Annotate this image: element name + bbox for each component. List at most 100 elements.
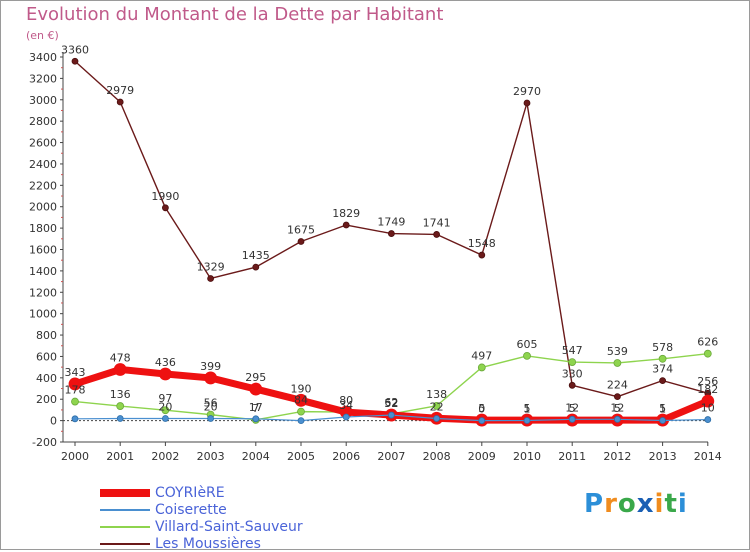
logo-letter: x: [636, 489, 655, 519]
data-point-villard-saint-sauveur: [477, 363, 486, 372]
data-point-les-moussieres: [568, 381, 576, 389]
y-tick-label: 1000: [29, 308, 57, 321]
data-label-coyriere: 399: [200, 360, 221, 373]
data-point-coyriere: [158, 367, 172, 381]
data-point-coiserette: [71, 415, 79, 423]
y-tick-label: 1800: [29, 222, 57, 235]
data-label-les-moussieres: 1548: [468, 237, 496, 250]
data-point-coyriere: [294, 393, 308, 407]
data-label-coyriere: 343: [65, 366, 86, 379]
data-label-coyriere: 5: [659, 402, 666, 415]
data-point-les-moussieres: [207, 275, 215, 282]
data-label-les-moussieres: 1990: [151, 190, 179, 203]
data-label-les-moussieres: 330: [562, 367, 583, 380]
data-label-les-moussieres: 3360: [61, 43, 89, 56]
y-tick-label: 3400: [29, 51, 57, 64]
data-label-villard-saint-sauveur: 497: [471, 349, 492, 362]
data-label-les-moussieres: 1675: [287, 223, 315, 236]
logo-letter: t: [664, 489, 678, 519]
data-label-coiserette: 52: [384, 397, 398, 410]
data-point-les-moussieres: [71, 57, 79, 65]
data-label-coyriere: 5: [524, 402, 531, 415]
x-tick-label: 2005: [287, 450, 315, 463]
legend-item-villard-saint-sauveur: Villard-Saint-Sauveur: [100, 518, 303, 535]
data-point-villard-saint-sauveur: [568, 358, 577, 367]
y-tick-label: 2800: [29, 115, 57, 128]
data-point-villard-saint-sauveur: [116, 402, 125, 410]
logo-letter: P: [584, 489, 605, 519]
data-label-les-moussieres: 1329: [197, 260, 225, 273]
logo-letter: i: [677, 489, 688, 519]
logo-letter: i: [654, 489, 665, 519]
data-point-coiserette: [704, 416, 712, 423]
chart-title: Evolution du Montant de la Dette par Hab…: [26, 4, 444, 25]
data-point-les-moussieres: [252, 263, 260, 271]
data-point-coiserette: [116, 415, 124, 422]
data-label-villard-saint-sauveur: 578: [652, 341, 673, 354]
data-point-villard-saint-sauveur: [703, 349, 712, 358]
data-label-coiserette: 12: [565, 401, 579, 414]
x-tick-label: 2000: [61, 450, 89, 463]
data-label-villard-saint-sauveur: 136: [110, 388, 131, 401]
legend-item-les-moussieres: Les Moussières: [100, 535, 303, 552]
data-label-villard-saint-sauveur: 84: [294, 394, 308, 407]
data-label-villard-saint-sauveur: 97: [158, 392, 172, 405]
data-point-villard-saint-sauveur: [71, 397, 79, 406]
y-tick-label: 600: [36, 350, 57, 363]
data-label-villard-saint-sauveur: 626: [697, 336, 718, 349]
data-label-coyriere: 5: [478, 402, 485, 415]
proxiti-logo: Proxiti: [584, 489, 688, 519]
data-point-coiserette: [478, 417, 486, 425]
y-tick-label: 3000: [29, 94, 57, 107]
x-tick-label: 2006: [332, 450, 360, 463]
y-tick-label: 800: [36, 329, 57, 342]
data-point-les-moussieres: [116, 98, 124, 106]
series-layer: [68, 57, 715, 427]
data-label-coyriere: 52: [384, 397, 398, 410]
x-tick-label: 2004: [242, 450, 270, 463]
data-point-les-moussieres: [342, 221, 350, 229]
logo-letter: r: [604, 489, 618, 519]
data-label-coyriere: 5: [569, 402, 576, 415]
data-point-coiserette: [161, 415, 169, 422]
y-tick-label: 400: [36, 372, 57, 385]
data-point-les-moussieres: [523, 99, 531, 107]
y-tick-label: 2000: [29, 201, 57, 214]
data-label-coiserette: 0: [478, 403, 485, 416]
data-label-les-moussieres: 224: [607, 379, 628, 392]
data-point-coyriere: [249, 382, 263, 396]
data-label-les-moussieres: 256: [697, 375, 718, 388]
data-point-coiserette: [523, 417, 531, 424]
data-label-coyriere: 80: [339, 394, 353, 407]
data-label-coiserette: 20: [158, 400, 172, 413]
data-point-villard-saint-sauveur: [523, 352, 531, 360]
data-label-coyriere: 182: [697, 383, 718, 396]
data-point-coiserette: [387, 411, 395, 419]
legend-label-villard-saint-sauveur: Villard-Saint-Sauveur: [155, 518, 303, 535]
data-point-coiserette: [433, 415, 441, 422]
y-tick-label: 2600: [29, 137, 57, 150]
data-point-les-moussieres: [478, 251, 486, 259]
data-point-coiserette: [342, 413, 350, 421]
legend-label-coyriere: COYRIèRE: [155, 484, 225, 501]
x-tick-label: 2014: [694, 450, 722, 463]
data-point-coiserette: [252, 415, 260, 423]
legend-label-coiserette: Coiserette: [155, 501, 227, 518]
data-label-les-moussieres: 374: [652, 363, 673, 376]
y-tick-label: 1400: [29, 265, 57, 278]
data-point-coiserette: [614, 415, 621, 423]
x-tick-label: 2007: [377, 450, 405, 463]
data-label-coiserette: 12: [610, 401, 624, 414]
y-tick-label: 3200: [29, 72, 57, 85]
data-label-villard-saint-sauveur: 547: [562, 344, 583, 357]
data-point-coyriere: [701, 394, 715, 408]
data-label-coyriere: 22: [430, 400, 444, 413]
data-label-les-moussieres: 1741: [423, 216, 451, 229]
x-tick-label: 2008: [423, 450, 451, 463]
x-tick-label: 2009: [468, 450, 496, 463]
data-label-coiserette: 20: [204, 400, 218, 413]
legend-label-les-moussieres: Les Moussières: [155, 535, 261, 552]
data-label-les-moussieres: 1829: [332, 207, 360, 220]
